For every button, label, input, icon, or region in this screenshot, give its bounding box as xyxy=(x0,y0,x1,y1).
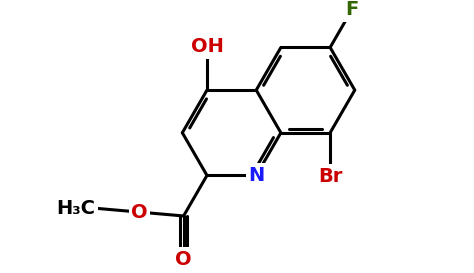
Text: H₃C: H₃C xyxy=(56,199,95,218)
Text: OH: OH xyxy=(191,37,223,56)
Text: Br: Br xyxy=(318,167,342,186)
Text: O: O xyxy=(175,250,192,269)
Text: F: F xyxy=(345,0,358,19)
Text: O: O xyxy=(131,203,148,222)
Text: N: N xyxy=(248,166,264,185)
